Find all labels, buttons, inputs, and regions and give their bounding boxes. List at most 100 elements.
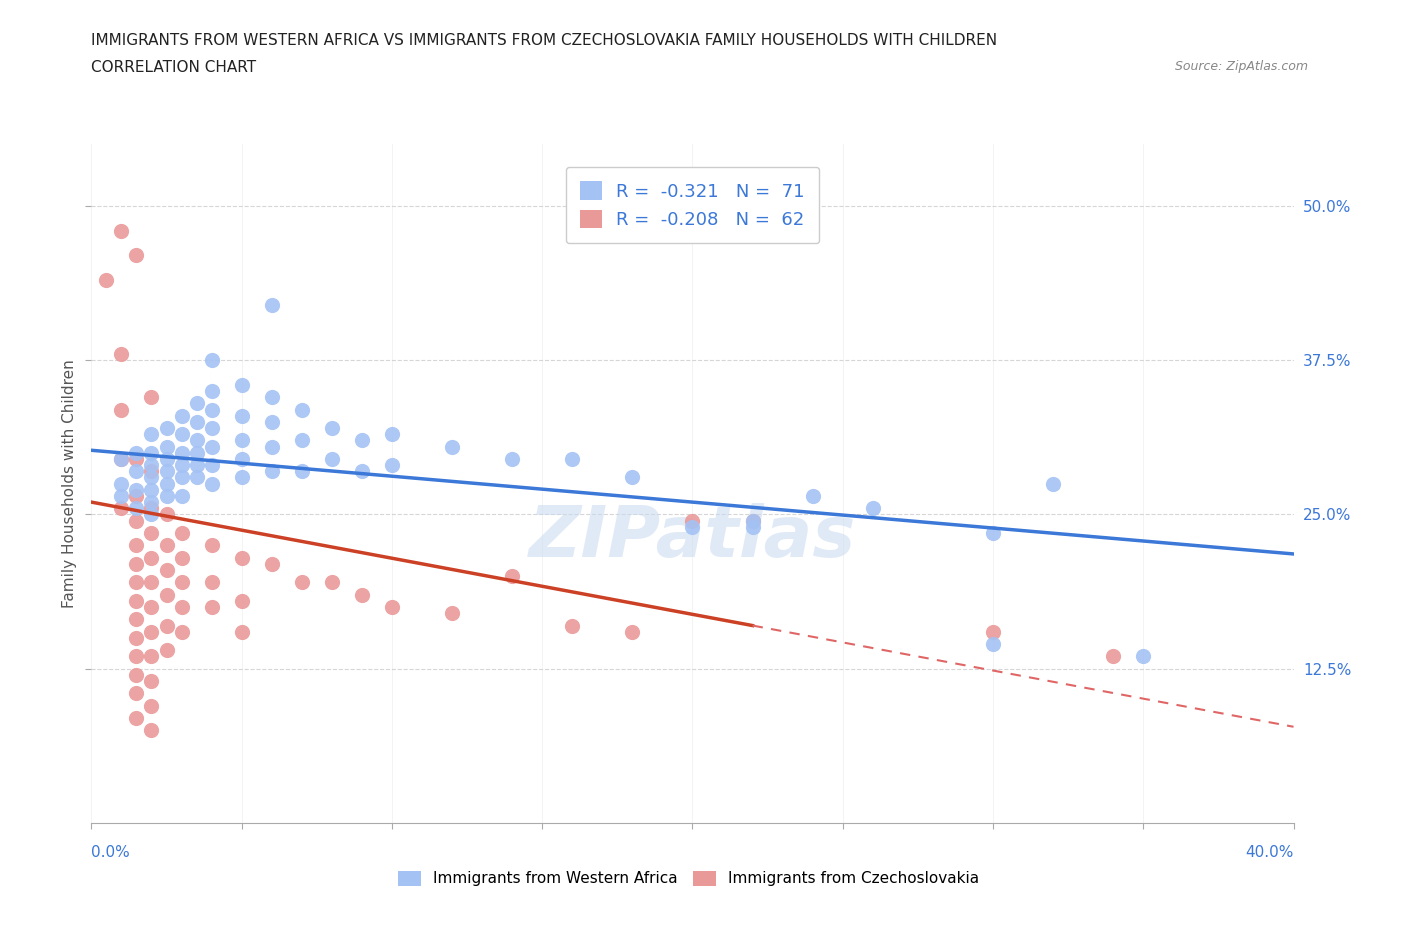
Point: [186, 396, 208, 411]
Point: [561, 618, 583, 633]
Point: [260, 298, 283, 312]
Point: [440, 605, 463, 620]
Text: IMMIGRANTS FROM WESTERN AFRICA VS IMMIGRANTS FROM CZECHOSLOVAKIA FAMILY HOUSEHOL: IMMIGRANTS FROM WESTERN AFRICA VS IMMIGR…: [91, 33, 997, 47]
Point: [1102, 649, 1125, 664]
Point: [260, 415, 283, 430]
Point: [141, 575, 163, 590]
Point: [110, 476, 132, 491]
Point: [350, 464, 373, 479]
Point: [231, 408, 253, 423]
Point: [125, 501, 148, 516]
Point: [170, 600, 193, 615]
Point: [170, 525, 193, 540]
Point: [110, 488, 132, 503]
Point: [440, 439, 463, 454]
Point: [350, 433, 373, 448]
Point: [155, 618, 177, 633]
Point: [381, 600, 404, 615]
Point: [125, 464, 148, 479]
Point: [141, 445, 163, 460]
Point: [1042, 476, 1064, 491]
Point: [201, 538, 224, 552]
Point: [321, 575, 343, 590]
Point: [141, 624, 163, 639]
Point: [186, 445, 208, 460]
Point: [561, 451, 583, 466]
Point: [170, 458, 193, 472]
Point: [125, 247, 148, 262]
Text: 40.0%: 40.0%: [1246, 845, 1294, 860]
Point: [141, 551, 163, 565]
Point: [201, 383, 224, 398]
Point: [155, 643, 177, 658]
Point: [125, 593, 148, 608]
Point: [170, 488, 193, 503]
Point: [155, 476, 177, 491]
Point: [186, 433, 208, 448]
Text: Source: ZipAtlas.com: Source: ZipAtlas.com: [1174, 60, 1308, 73]
Legend: R =  -0.321   N =  71, R =  -0.208   N =  62: R = -0.321 N = 71, R = -0.208 N = 62: [565, 166, 820, 244]
Point: [110, 223, 132, 238]
Point: [201, 352, 224, 367]
Point: [155, 488, 177, 503]
Point: [125, 711, 148, 725]
Point: [201, 476, 224, 491]
Point: [501, 451, 523, 466]
Point: [350, 587, 373, 602]
Point: [186, 470, 208, 485]
Point: [170, 470, 193, 485]
Point: [260, 556, 283, 571]
Point: [141, 507, 163, 522]
Point: [96, 272, 118, 287]
Point: [260, 390, 283, 405]
Text: CORRELATION CHART: CORRELATION CHART: [91, 60, 256, 75]
Text: 0.0%: 0.0%: [91, 845, 131, 860]
Point: [141, 495, 163, 510]
Point: [681, 519, 703, 534]
Point: [110, 501, 132, 516]
Point: [125, 631, 148, 645]
Point: [125, 686, 148, 701]
Point: [125, 538, 148, 552]
Point: [125, 445, 148, 460]
Point: [981, 525, 1004, 540]
Point: [141, 458, 163, 472]
Legend: Immigrants from Western Africa, Immigrants from Czechoslovakia: Immigrants from Western Africa, Immigran…: [392, 864, 986, 893]
Point: [260, 439, 283, 454]
Point: [125, 668, 148, 683]
Point: [155, 451, 177, 466]
Point: [170, 408, 193, 423]
Point: [260, 464, 283, 479]
Point: [125, 556, 148, 571]
Point: [125, 513, 148, 528]
Point: [291, 402, 314, 417]
Point: [141, 501, 163, 516]
Point: [110, 451, 132, 466]
Point: [155, 563, 177, 578]
Point: [321, 420, 343, 435]
Point: [231, 593, 253, 608]
Point: [155, 420, 177, 435]
Text: ZIPatlas: ZIPatlas: [529, 503, 856, 572]
Point: [141, 483, 163, 498]
Point: [201, 420, 224, 435]
Point: [170, 551, 193, 565]
Point: [141, 723, 163, 737]
Point: [231, 624, 253, 639]
Point: [291, 575, 314, 590]
Point: [141, 525, 163, 540]
Point: [141, 427, 163, 442]
Point: [201, 439, 224, 454]
Point: [155, 587, 177, 602]
Point: [201, 600, 224, 615]
Point: [981, 624, 1004, 639]
Point: [291, 433, 314, 448]
Point: [501, 569, 523, 584]
Point: [201, 458, 224, 472]
Point: [201, 575, 224, 590]
Point: [110, 451, 132, 466]
Point: [141, 698, 163, 713]
Point: [231, 433, 253, 448]
Point: [170, 445, 193, 460]
Point: [231, 470, 253, 485]
